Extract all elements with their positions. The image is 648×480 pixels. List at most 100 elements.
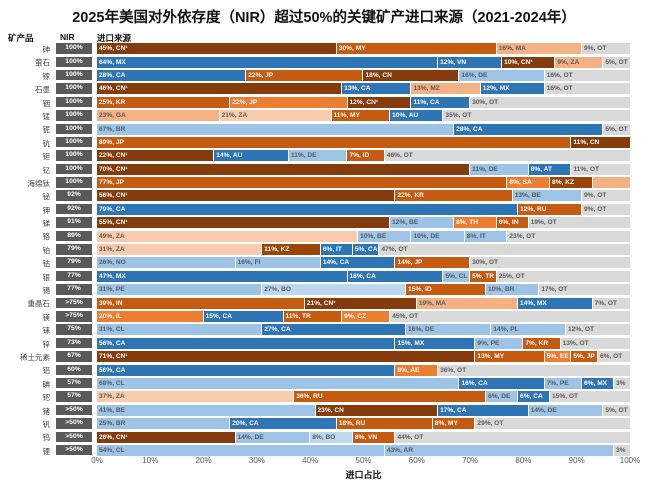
segment-label: 16%, FI [237,259,261,267]
mineral-name: 锌 [42,339,51,349]
segment-label: 21%, ZA [221,112,248,120]
mineral-row: 锌 73% 56%, CA 15%, MX 9%, PE 7%, KR 13%, OT [0,337,648,350]
bar-segment-ot: 3% [614,444,630,456]
nir-badge: >75% [56,311,92,322]
mineral-row: 锡 77% 31%, PE 27%, BO 15%, ID 10%, BR 17%, OT [0,283,648,296]
bar-segment-pe: 9%, PE [475,337,524,349]
x-axis-tick: 30% [248,456,265,465]
x-axis-tick: 20% [195,456,212,465]
bar-segment-ma: 16%, MA [496,43,582,55]
bar-segment-ot: 9%, OT [582,190,630,202]
segment-label: 77%, JP [99,179,124,187]
mineral-row: 镁 >75% 20%, IL 15%, CA 11%, TR 9%, CZ 45%, OT [0,310,648,323]
column-header-mineral: 矿产品 [8,33,34,43]
segment-label: 16%, DE [461,71,488,79]
mineral-name: 砷 [42,45,51,54]
mineral-name: 锡 [42,286,51,296]
nir-badge: >50% [56,418,92,429]
bar-segment-de: 11%, DE [470,163,529,175]
mineral-row: 铂 79% 31%, ZA 11%, KZ 6%, IT 5%, CA 47%, OT [0,243,648,256]
bar-segment-it: 6%, IT [320,244,353,256]
bar-segment-ot: 45%, OT [390,311,630,322]
segment-label: 14%, DE [530,406,557,414]
bar-segment-de: 14%, DE [235,431,311,443]
segment-label: 16%, CA [461,379,488,387]
bar-segment-ca: 28%, CA [454,123,604,135]
segment-label: 14%, PL [493,326,519,334]
segment-label: 46%, OT [386,152,413,160]
bar-segment-pl: 14%, PL [491,324,566,336]
bar-segment-ca: 5%, CA [352,244,380,256]
segment-label: 28%, CA [99,71,126,79]
mineral-name: 钴 [42,259,51,269]
segment-label: 46%, CN¹ [99,85,128,93]
segment-label: 15%, OT [552,393,579,401]
bar-segment-cn: 46%, CN¹ [97,83,343,95]
mineral-row: 铬 89% 49%, ZA 10%, BE 10%, DE 8%, IT 23%, OT [0,229,648,242]
bar-segment-br: 10%, BR [486,284,540,296]
bar-segment-my: 30%, MY [336,43,497,55]
bar-segment-ee: 5%, EE [544,351,572,363]
mineral-name: 铝 [42,366,51,376]
segment-label: 70%, CN¹ [99,165,128,173]
bar-segment-ca: 14%, CA [320,257,396,269]
bar-segment-no: 26%, NO [97,257,236,269]
bar-segment-jp: 14%, JP [395,257,471,269]
segment-label: 13%, MZ [413,85,440,93]
bar-segment-mx: 15%, MX [395,337,476,349]
segment-label: 22%, KR [397,192,424,200]
segment-label: 11%, OT [573,165,599,173]
nir-badge: 100% [56,177,92,188]
bar-segment-pe: 31%, PE [97,284,263,296]
bar-segment-ca: 20%, CA [230,418,337,430]
bar-segment-ot: 46%, OT [384,150,630,162]
bar-segment-de: 11%, DE [288,150,348,162]
segment-label: 7%, OT [594,299,618,307]
bar-segment-ot: 19%, OT [528,217,630,229]
mineral-row: 碘 57% 68%, CL 16%, CA 7%, PE 6%, MX 3% [0,377,648,390]
x-axis-tick: 60% [408,456,425,465]
bar-segment-de: 10%, DE [411,230,465,242]
bar-segment-ca: 16%, CA [459,377,545,389]
segment-label: 13%, BE [514,192,541,200]
bar-segment-jp: 5%, JP [571,351,598,363]
bar-segment-ru: 18%, RU [336,418,433,430]
segment-label: 6%, IN [498,219,519,227]
bar-segment-my: 11%, MY [331,110,391,122]
mineral-row: 钪 100% 89%, JP 11%, CN [0,136,648,149]
segment-label: 25%, BR [99,420,126,428]
import-sources-bar: 49%, ZA 10%, BE 10%, DE 8%, IT 23%, OT [97,230,630,242]
segment-label: 36%, OT [440,366,467,374]
mineral-name: 锂 [42,446,51,456]
segment-label: 49%, ZA [99,232,125,240]
segment-label: 8%, VN [354,433,378,441]
nir-badge: 100% [56,136,92,148]
nir-badge: 100% [56,83,92,94]
bar-segment-cl: 68%, CL [97,377,460,389]
import-sources-bar: 55%, CN¹ 12%, BE 8%, TH 6%, IN 19%, OT [97,217,630,229]
mineral-name: 铂 [42,245,51,255]
segment-label: 47%, OT [381,246,408,254]
bar-segment-bo: 27%, BO [262,284,407,296]
bar-segment-ca: 79%, CA [97,203,519,215]
import-sources-bar: 89%, JP 11%, CN [97,136,630,148]
segment-label: 14%, MX [520,299,547,307]
segment-label: 13%, MY [477,353,505,361]
nir-badge: 100% [56,56,92,68]
bar-segment-pe: 7%, PE [544,377,582,389]
bar-segment-ot: 29%, OT [475,418,630,430]
segment-label: 10%, AU [392,112,419,120]
segment-label: 11%, KZ [264,246,290,254]
segment-label: 13%, OT [562,339,589,347]
segment-label: 8%, KZ [552,179,575,187]
bar-segment-de: 6%, DE [486,391,519,403]
nir-badge: >50% [56,431,92,443]
import-sources-bar: 67%, BR 28%, CA 5%, OT [97,123,630,135]
nir-badge: 57% [56,377,92,389]
bar-segment-cn: 71%, CN¹ [97,351,476,363]
bar-segment-ot: 9%, OT [582,43,630,55]
mineral-row: 石墨 100% 46%, CN¹ 13%, CA 13%, MZ 12%, MX 16%, … [0,82,648,95]
bar-segment-ca: 17%, CA [438,404,529,416]
mineral-row: 钴 79% 26%, NO 16%, FI 14%, CA 14%, JP 30%, OT [0,256,648,269]
